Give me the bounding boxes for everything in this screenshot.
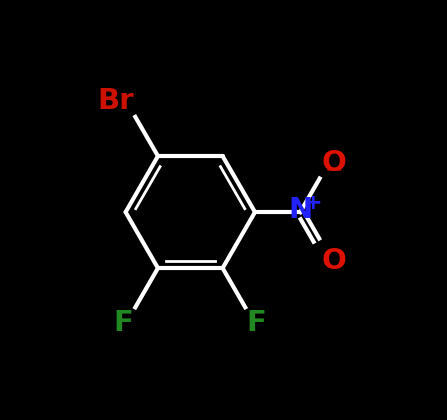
Text: O: O — [321, 247, 346, 276]
Text: N: N — [288, 197, 312, 224]
Text: Br: Br — [97, 87, 134, 115]
Text: +: + — [303, 193, 322, 213]
Text: F: F — [114, 309, 134, 337]
Text: O: O — [321, 149, 346, 177]
Text: F: F — [247, 309, 267, 337]
Text: −: − — [325, 160, 343, 179]
